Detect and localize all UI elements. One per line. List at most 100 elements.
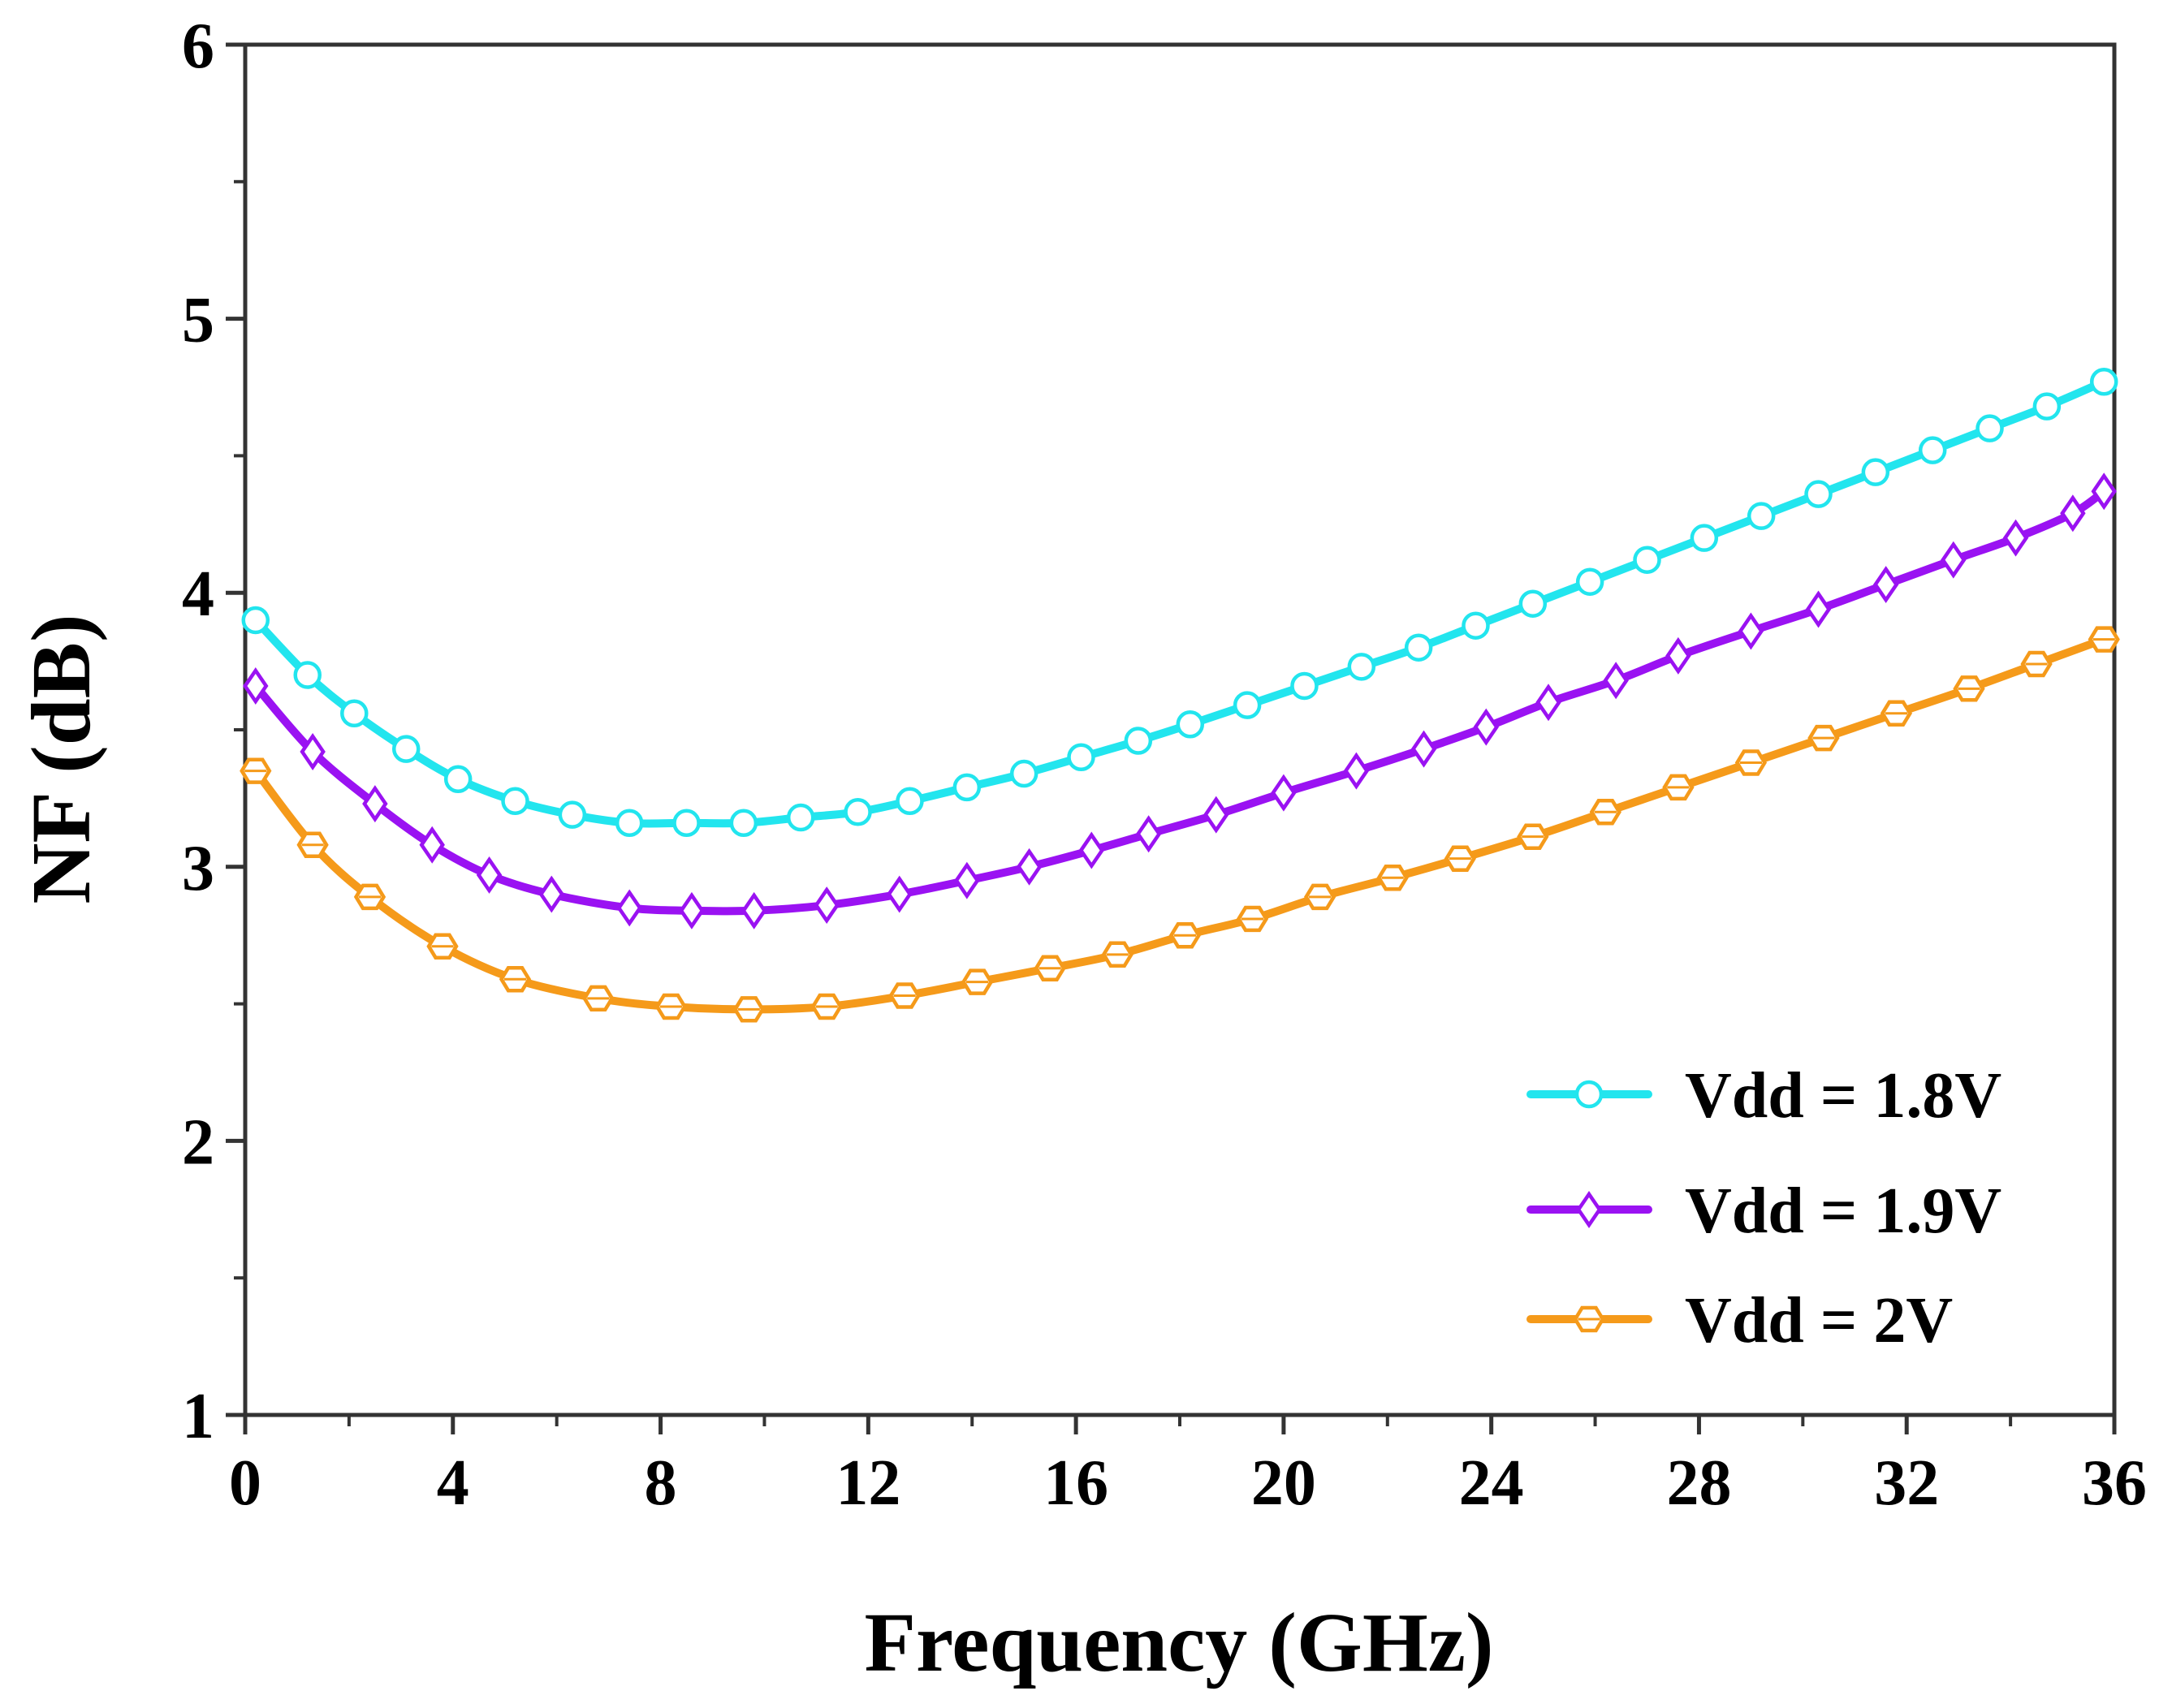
series-vdd-1-8v-point — [391, 735, 421, 763]
series-vdd-1-9v-point — [886, 875, 913, 913]
series-vdd-2v-point — [732, 996, 765, 1023]
series-vdd-2v-point — [810, 993, 843, 1020]
series-vdd-1-9v-point — [243, 666, 269, 705]
series-vdd-1-8v-point — [1918, 436, 1947, 464]
series-vdd-1-8v-point — [2032, 392, 2062, 421]
series-vdd-2v-point — [1953, 675, 1985, 702]
series-vdd-1-9v-point — [2060, 494, 2086, 533]
series-vdd-1-8v-point — [672, 809, 701, 838]
series-vdd-1-8v-point — [501, 787, 529, 816]
series-vdd-2v-point — [1807, 724, 1840, 752]
series-vdd-2v-point — [1662, 774, 1695, 801]
x-tick-label: 16 — [1043, 1447, 1108, 1519]
y-tick-label: 5 — [182, 285, 214, 356]
series-vdd-2v-point — [2020, 650, 2053, 678]
y-tick-label: 4 — [182, 559, 214, 630]
series-vdd-2v-point — [1101, 941, 1133, 968]
x-tick-label: 28 — [1666, 1447, 1731, 1519]
series-vdd-2v-point — [1034, 955, 1066, 981]
series-vdd-1-8v-point — [1804, 480, 1833, 508]
x-tick-label: 24 — [1459, 1447, 1524, 1519]
series-vdd-1-8v-point — [1861, 458, 1890, 486]
series-vdd-2v-point — [353, 883, 386, 911]
legend-item-vdd-2v-label: Vdd = 2V — [1685, 1285, 1953, 1356]
series-vdd-1-9v-point — [538, 875, 564, 913]
series-vdd-1-9v-point — [1203, 796, 1229, 834]
series-vdd-1-9v-point — [1941, 541, 1967, 579]
series-vdd-2v-point — [1236, 905, 1269, 933]
series-vdd-1-9v-point — [1271, 774, 1297, 812]
x-tick-label: 4 — [437, 1447, 469, 1519]
series-vdd-2v-point — [1303, 883, 1336, 911]
series-vdd-1-8v-point — [1518, 589, 1548, 618]
legend: Vdd = 1.8V Vdd = 1.9V Vdd = 2V — [1526, 1060, 2001, 1356]
series-vdd-1-9v-point — [1016, 848, 1043, 886]
series-group — [240, 367, 2120, 1023]
series-vdd-1-8v-point — [786, 803, 815, 832]
y-tick-label: 3 — [182, 833, 214, 904]
series-vdd-1-8v-point — [1976, 414, 2004, 442]
series-vdd-1-9v-line — [251, 487, 2109, 916]
series-vdd-2v-point — [1517, 823, 1549, 850]
series-vdd-1-9v-point — [1665, 636, 1691, 675]
series-vdd-1-8v-point — [1747, 502, 1776, 530]
series-vdd-1-8v-point — [558, 800, 587, 829]
legend-item-vdd-1-8v-label: Vdd = 1.8V — [1685, 1060, 2001, 1132]
series-vdd-2v-point — [1880, 700, 1913, 727]
series-vdd-1-9v-point — [1872, 566, 1899, 604]
series-vdd-2v-point — [582, 985, 615, 1012]
series-vdd-1-9v-point — [1535, 684, 1561, 722]
series-vdd-2v-point — [426, 933, 459, 960]
series-vdd-1-8v-point — [952, 773, 982, 802]
x-tick-label: 20 — [1251, 1447, 1316, 1519]
x-tick-label: 36 — [2082, 1447, 2147, 1519]
series-vdd-1-8v-point — [1462, 611, 1490, 640]
series-vdd-1-8v-point — [293, 661, 322, 689]
series-vdd-2v-point — [1444, 845, 1476, 872]
series-vdd-1-8v-point — [844, 798, 872, 826]
series-vdd-1-8v-point — [896, 787, 924, 816]
series-vdd-2v-point — [499, 965, 532, 993]
series-vdd-1-9v-point — [300, 733, 326, 770]
series-vdd-1-9v-point — [679, 891, 705, 929]
series-vdd-1-8v-point — [729, 809, 758, 838]
series-vdd-1-9v-point — [362, 785, 388, 823]
series-vdd-1-8v-point — [1290, 671, 1319, 701]
series-vdd-1-8v-point — [1009, 759, 1039, 788]
series-vdd-1-9v-point — [1343, 752, 1370, 790]
series-vdd-1-9v-point — [741, 891, 767, 929]
series-vdd-1-8v-point — [1690, 524, 1719, 552]
series-vdd-1-9v-point — [1078, 831, 1105, 869]
series-vdd-1-9v-point — [476, 856, 503, 894]
series-vdd-1-8v-point — [1124, 727, 1153, 755]
series-vdd-1-9v-point — [1603, 662, 1629, 700]
series-vdd-2v-point — [1734, 749, 1768, 776]
y-tick-label: 1 — [182, 1381, 214, 1452]
series-vdd-1-8v — [241, 367, 2118, 838]
series-vdd-2v-point — [1376, 865, 1409, 891]
series-vdd-2v-point — [888, 982, 921, 1009]
series-vdd-2v-point — [1589, 799, 1621, 826]
series-vdd-1-9v-point — [954, 861, 980, 899]
series-vdd-2v-point — [296, 831, 329, 859]
series-vdd-1-8v-point — [1176, 710, 1205, 739]
series-vdd-2v-point — [654, 993, 687, 1020]
series-vdd-1-8v-point — [1633, 546, 1661, 574]
x-tick-label: 8 — [645, 1447, 677, 1519]
series-vdd-1-8v-point — [2089, 367, 2118, 396]
y-tick-label: 2 — [182, 1106, 214, 1178]
series-vdd-1-9v-point — [616, 889, 642, 927]
series-vdd-1-9v-point — [1135, 815, 1162, 853]
series-vdd-1-8v-point — [1347, 653, 1376, 681]
series-vdd-1-9v — [243, 472, 2117, 929]
legend-item-vdd-2v: Vdd = 2V — [1526, 1285, 1953, 1356]
series-vdd-1-8v-point — [1404, 633, 1433, 662]
series-vdd-1-8v-point — [1233, 691, 1262, 719]
series-vdd-2v — [240, 626, 2120, 1023]
series-vdd-2v-point — [2088, 626, 2120, 653]
x-tick-label: 12 — [836, 1447, 900, 1519]
series-vdd-1-9v-point — [1738, 612, 1764, 650]
series-vdd-1-9v-point — [1410, 730, 1437, 768]
